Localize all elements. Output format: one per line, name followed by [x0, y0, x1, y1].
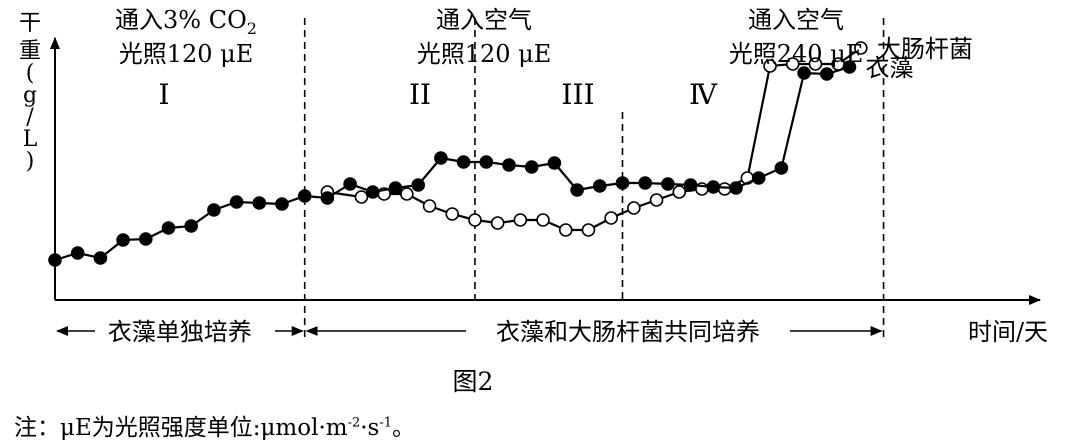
- data-point: [842, 60, 857, 74]
- dry-weight-chart: 衣藻单独培养 衣藻和大肠杆菌共同培养 时间/天干重(g / L)通入3% CO2光照1…: [19, 6, 1048, 346]
- phase-2-condition-line-2: 光照120 μE: [417, 40, 552, 68]
- data-point: [717, 182, 732, 196]
- co2-subscript: 2: [247, 19, 257, 38]
- data-point: [536, 213, 550, 227]
- data-point: [343, 177, 357, 191]
- label-algae-only: 衣藻单独培养: [108, 318, 252, 346]
- footnote-exponent-s: -1: [379, 415, 393, 431]
- data-point: [400, 187, 414, 201]
- data-point: [229, 195, 244, 209]
- phase-4-numeral: Ⅳ: [689, 78, 718, 111]
- data-point: [365, 185, 380, 199]
- data-point: [139, 232, 153, 246]
- data-point: [763, 59, 777, 73]
- data-point: [490, 216, 505, 230]
- series-layer: [48, 41, 868, 267]
- data-point: [354, 190, 369, 204]
- data-point: [422, 199, 437, 213]
- data-point: [638, 176, 653, 190]
- data-point: [592, 179, 607, 193]
- data-point: [48, 253, 62, 267]
- data-point: [627, 201, 641, 215]
- data-point: [785, 57, 800, 71]
- data-point: [774, 161, 789, 175]
- data-point: [819, 67, 834, 81]
- phase-1-numeral: I: [158, 78, 169, 111]
- phase-4-condition-line-2: 光照240 μE: [729, 40, 864, 68]
- data-point: [604, 211, 618, 225]
- footnote: 注：μE为光照强度单位:μmol·m-2·s-1。: [14, 408, 415, 442]
- data-point: [161, 221, 176, 235]
- data-point: [581, 223, 596, 237]
- data-point: [706, 180, 721, 194]
- footnote-exponent-m: -2: [347, 415, 361, 431]
- data-point: [456, 155, 471, 169]
- culture-range-arrows: 衣藻单独培养 衣藻和大肠杆菌共同培养: [56, 318, 883, 346]
- data-point: [93, 251, 108, 265]
- series-label-2: 衣藻: [866, 54, 914, 82]
- label-co-culture: 衣藻和大肠杆菌共同培养: [496, 318, 760, 346]
- data-point: [468, 213, 482, 227]
- data-point: [683, 178, 698, 192]
- data-point: [252, 196, 267, 210]
- phase-2-numeral: II: [409, 78, 431, 111]
- data-point: [558, 223, 573, 237]
- phase-4-condition-line-1: 通入空气: [748, 6, 844, 34]
- data-point: [207, 203, 221, 217]
- series-line-1: [327, 47, 862, 232]
- y-axis-label-char: g: [23, 83, 37, 108]
- data-point: [70, 246, 85, 260]
- data-point: [116, 233, 130, 247]
- data-point: [513, 213, 528, 227]
- data-point: [808, 57, 823, 71]
- phase-1-condition-line-2: 光照120 μE: [119, 40, 254, 68]
- data-point: [434, 151, 448, 165]
- data-point: [751, 171, 766, 185]
- data-point: [502, 158, 516, 172]
- x-axis-label: 时间/天: [968, 318, 1048, 346]
- phase-1-condition-line-1: 通入3% CO2: [115, 6, 257, 38]
- footnote-text-end: 。: [392, 415, 416, 441]
- data-point: [275, 197, 289, 211]
- data-point: [649, 193, 664, 207]
- data-point: [615, 176, 630, 190]
- y-axis-label-char: ): [26, 149, 35, 174]
- data-point: [661, 177, 675, 191]
- data-point: [524, 160, 539, 174]
- series-label-1: 大肠杆菌: [877, 35, 973, 63]
- data-point: [388, 181, 403, 195]
- data-point: [411, 178, 426, 192]
- y-axis-label-char: (: [26, 61, 35, 86]
- y-axis-label-char: 干: [19, 11, 41, 36]
- data-point: [729, 181, 743, 195]
- y-axis-label-char: L: [23, 127, 38, 152]
- data-point: [479, 155, 494, 169]
- y-axis-label-char: /: [26, 105, 34, 130]
- data-point: [854, 41, 868, 55]
- figure-caption: 图2: [452, 367, 494, 396]
- phase-2-condition-line-1: 通入空气: [436, 6, 532, 34]
- data-point: [320, 191, 335, 205]
- data-point: [297, 189, 312, 203]
- phase-3-numeral: III: [561, 78, 594, 111]
- data-point: [547, 156, 562, 170]
- footnote-text-mid: ·s: [360, 415, 380, 441]
- y-axis-label-char: 重: [19, 39, 41, 64]
- footnote-text: 注：μE为光照强度单位:μmol·m: [14, 415, 348, 441]
- y-axis-label: 干重(g / L): [19, 11, 41, 174]
- phase-boundary-lines: [303, 18, 885, 340]
- data-point: [797, 66, 811, 80]
- data-point: [445, 207, 460, 221]
- data-point: [570, 183, 584, 197]
- data-point: [672, 185, 687, 199]
- data-point: [184, 219, 198, 233]
